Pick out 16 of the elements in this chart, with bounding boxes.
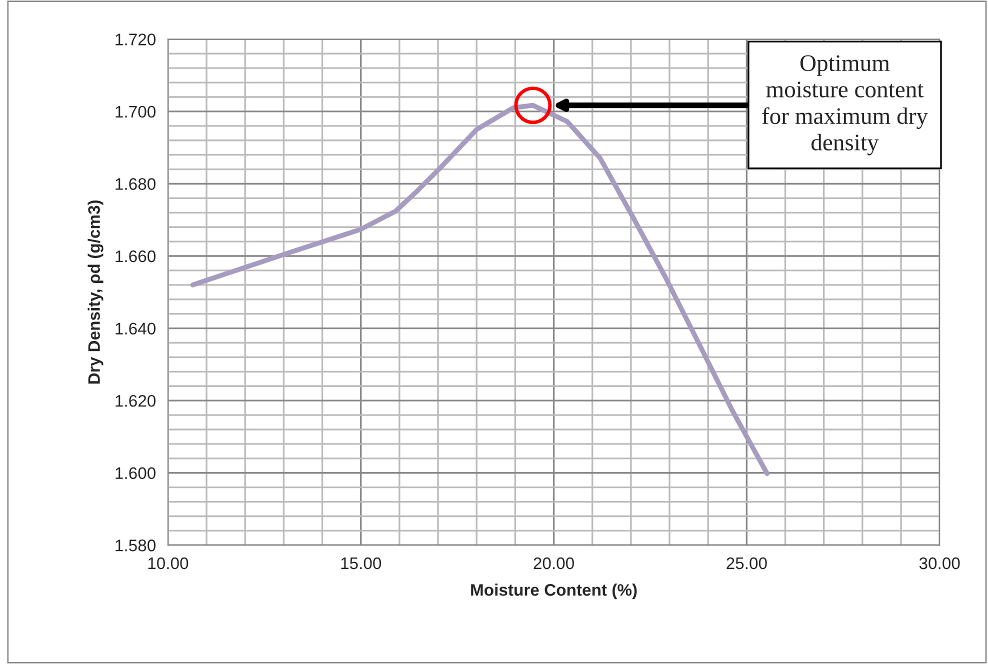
x-tick-label: 25.00 [726,557,767,570]
x-tick-label: 20.00 [534,557,574,570]
x-tick-label: 15.00 [341,557,382,570]
y-axis-title: Dry Density, ρd (g/cm3) [88,200,104,384]
y-tick-label: 1.580 [116,540,156,552]
x-tick-label: 30.00 [919,557,960,570]
y-tick-label: 1.720 [116,34,156,46]
y-tick-label: 1.680 [116,178,156,190]
y-tick-label: 1.640 [116,322,156,335]
y-tick-label: 1.660 [116,250,156,262]
x-tick-label: 10.00 [148,557,188,570]
x-axis-title: Moisture Content (%) [471,584,637,600]
y-tick-label: 1.620 [116,394,156,407]
annotation: Optimum moisture content for maximum dry density [762,55,928,156]
y-tick-label: 1.600 [116,467,156,480]
y-tick-label: 1.700 [116,106,156,118]
